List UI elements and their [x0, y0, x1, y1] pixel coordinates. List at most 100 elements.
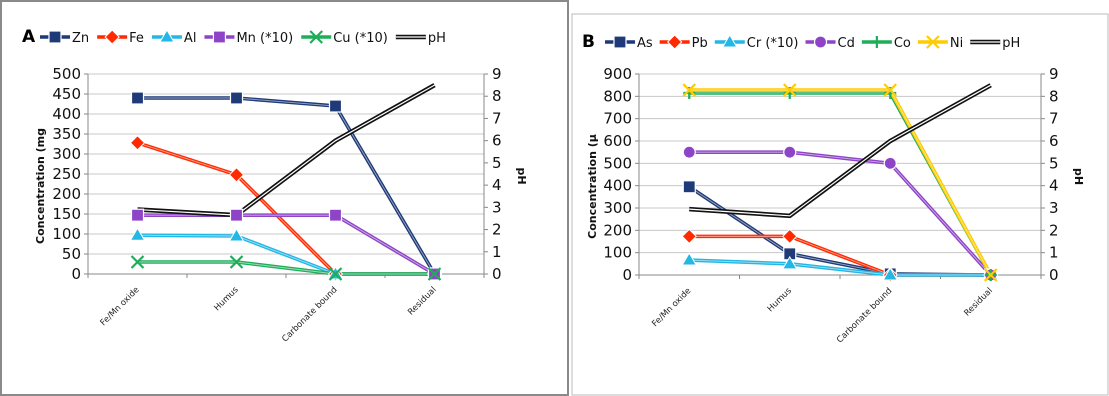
y2-tick-label: 8 [492, 87, 502, 105]
y-tick-label: 400 [603, 177, 632, 195]
legend-item-as: As [605, 35, 653, 51]
legend-item-cr-10: Cr (*10) [714, 34, 799, 51]
series-line-highlight [689, 89, 992, 276]
series-line-highlight [137, 97, 435, 275]
y2-tick-label: 2 [492, 221, 502, 239]
series-line-highlight [137, 261, 435, 275]
data-point-pb [681, 228, 697, 245]
legend-label: Cr (*10) [747, 36, 799, 51]
y-tick-label: 200 [52, 185, 81, 203]
y2-tick-label: 4 [492, 176, 502, 194]
data-point-cd [783, 145, 797, 159]
y2-tick-label: 2 [1049, 221, 1059, 239]
data-point-mn-10 [130, 208, 145, 222]
legend-marker [104, 29, 120, 45]
y-tick-label: 500 [52, 65, 81, 83]
legend-item-zn: Zn [40, 30, 89, 46]
legend-marker [721, 34, 738, 48]
data-point-cr-10 [681, 252, 698, 266]
y-tick-label: 50 [62, 245, 81, 263]
legend-item-pb: Pb [659, 34, 708, 51]
series-line-highlight [689, 259, 991, 276]
y-tick-label: 450 [52, 85, 81, 103]
panel-label: B [582, 32, 595, 52]
data-point-mn-10 [328, 208, 343, 222]
data-point-cu-10 [328, 267, 343, 281]
y-axis-title: Concentration (µ [586, 134, 599, 239]
data-point-mn-10 [229, 208, 244, 222]
y2-tick-label: 1 [492, 243, 502, 261]
legend-item-ph: pH [395, 31, 446, 46]
y2-tick-label: 3 [1049, 199, 1059, 217]
data-point-cr-10 [781, 255, 798, 270]
legend-label: pH [428, 31, 446, 46]
y2-tick-label: 1 [1049, 244, 1059, 262]
legend-label: Pb [692, 36, 708, 51]
data-point-ni [782, 83, 797, 97]
legend-marker [613, 35, 627, 49]
y-tick-label: 600 [603, 132, 632, 150]
series-line-highlight [137, 214, 435, 275]
data-point-cu-10 [130, 255, 145, 269]
y-tick-label: 0 [71, 265, 81, 283]
y-tick-label: 350 [52, 125, 81, 143]
legend-label: Mn (*10) [236, 31, 293, 46]
legend-item-mn-10: Mn (*10) [204, 30, 293, 46]
y-tick-label: 200 [603, 221, 632, 239]
data-point-ni [682, 83, 697, 97]
data-point-pb [782, 228, 798, 245]
y2-tick-label: 7 [492, 109, 502, 127]
y2-tick-label: 5 [1049, 154, 1059, 172]
y-tick-label: 100 [603, 244, 632, 262]
legend-marker [870, 36, 883, 48]
legend-marker [926, 35, 940, 49]
panel-label: A [22, 27, 36, 47]
legend-marker [159, 29, 175, 43]
data-point-al [129, 227, 146, 241]
legend-marker [666, 34, 683, 50]
y-tick-label: 400 [52, 105, 81, 123]
y2-tick-label: 0 [492, 265, 502, 283]
panel-b-frame [571, 13, 1109, 396]
y-tick-label: 800 [603, 87, 632, 105]
legend-label: Co [894, 36, 911, 51]
legend-item-ph: pH [970, 36, 1020, 51]
y-tick-label: 0 [622, 266, 632, 284]
legend-item-cu-10: Cu (*10) [301, 30, 388, 46]
y2-tick-label: 5 [492, 154, 502, 172]
legend-label: pH [1002, 36, 1020, 51]
series-line-highlight [689, 151, 992, 276]
data-point-cu-10 [229, 255, 244, 269]
y-tick-label: 300 [603, 199, 632, 217]
panel-a-frame [0, 0, 569, 396]
legend-label: Ni [950, 36, 963, 51]
legend-marker [212, 30, 227, 44]
legend-marker [309, 30, 323, 44]
legend-item-co: Co [861, 36, 911, 51]
y-tick-label: 150 [52, 205, 81, 223]
y2-tick-label: 6 [492, 132, 502, 150]
y-tick-label: 300 [52, 145, 81, 163]
legend-item-ni: Ni [917, 35, 963, 51]
data-point-zn [130, 91, 145, 105]
legend-label: As [637, 36, 653, 51]
legend-marker [813, 35, 828, 49]
legend-item-al: Al [151, 29, 196, 46]
y2-tick-label: 7 [1049, 110, 1059, 128]
y2-tick-label: 9 [492, 65, 502, 83]
y-tick-label: 500 [603, 154, 632, 172]
y-tick-label: 250 [52, 165, 81, 183]
data-point-al [228, 228, 245, 242]
legend-label: Cd [838, 36, 855, 51]
legend-label: Zn [72, 31, 89, 46]
legend-item-cd: Cd [805, 35, 855, 51]
data-point-cd [682, 145, 696, 159]
data-point-cu-10 [427, 267, 442, 281]
y2-tick-label: 8 [1049, 87, 1059, 105]
data-point-as [682, 180, 696, 194]
y2-tick-label: 6 [1049, 132, 1059, 150]
data-point-ni [983, 268, 998, 282]
data-point-fe [228, 167, 245, 183]
y-tick-label: 100 [52, 225, 81, 243]
